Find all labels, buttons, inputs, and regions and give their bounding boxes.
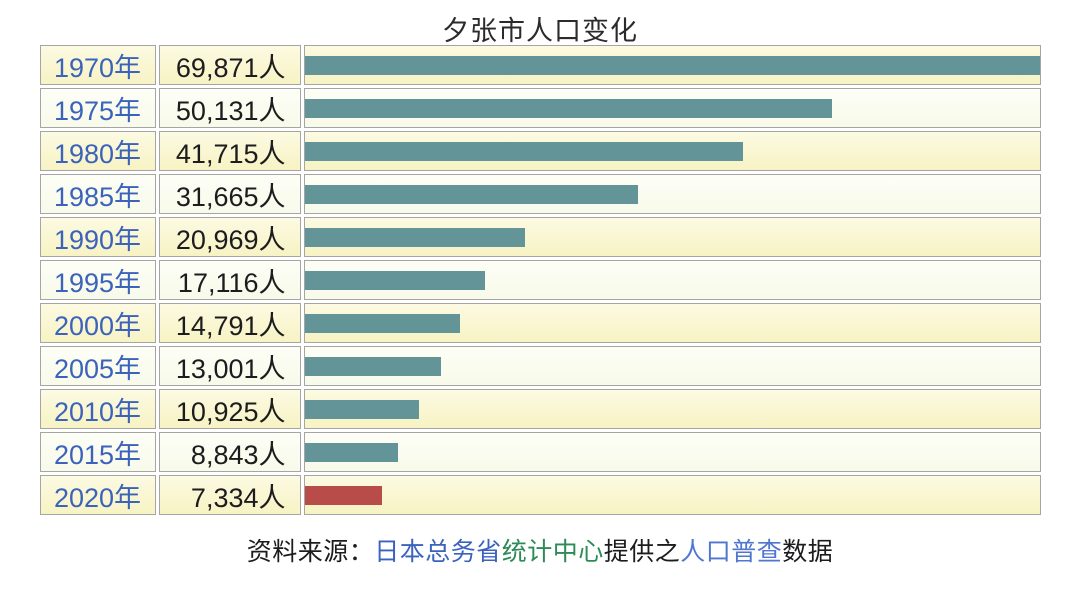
population-bar bbox=[304, 313, 461, 333]
population-value-cell: 10,925人 bbox=[158, 389, 301, 429]
year-cell: 1980年 bbox=[39, 131, 156, 171]
table-row: 1975年 50,131人 bbox=[39, 88, 1041, 128]
population-bar bbox=[304, 227, 526, 247]
year-cell: 2020年 bbox=[39, 475, 156, 515]
bar-cell bbox=[303, 88, 1041, 128]
population-bar bbox=[304, 442, 398, 462]
bar-cell bbox=[303, 303, 1041, 343]
table-row: 1970年 69,871人 bbox=[39, 45, 1041, 85]
population-value-cell: 14,791人 bbox=[158, 303, 301, 343]
population-bar bbox=[304, 184, 638, 204]
year-cell: 2005年 bbox=[39, 346, 156, 386]
year-cell: 1975年 bbox=[39, 88, 156, 128]
year-cell: 1985年 bbox=[39, 174, 156, 214]
table-row: 1990年 20,969人 bbox=[39, 217, 1041, 257]
bar-cell bbox=[303, 174, 1041, 214]
source-text: 资料来源： bbox=[246, 538, 375, 566]
population-bar bbox=[304, 55, 1040, 75]
population-value-cell: 8,843人 bbox=[158, 432, 301, 472]
bar-cell bbox=[303, 217, 1041, 257]
year-cell: 2015年 bbox=[39, 432, 156, 472]
population-value-cell: 7,334人 bbox=[158, 475, 301, 515]
table-row: 2020年 7,334人 bbox=[39, 475, 1041, 515]
source-link[interactable]: 统计中心 bbox=[501, 538, 604, 566]
table-row: 1985年 31,665人 bbox=[39, 174, 1041, 214]
table-row: 2010年 10,925人 bbox=[39, 389, 1041, 429]
bar-cell bbox=[303, 346, 1041, 386]
bar-cell bbox=[303, 432, 1041, 472]
population-bar bbox=[304, 141, 744, 161]
population-value-cell: 31,665人 bbox=[158, 174, 301, 214]
bar-cell bbox=[303, 131, 1041, 171]
source-link[interactable]: 人口普查 bbox=[680, 538, 783, 566]
year-cell: 2010年 bbox=[39, 389, 156, 429]
bar-cell bbox=[303, 260, 1041, 300]
population-value-cell: 20,969人 bbox=[158, 217, 301, 257]
population-bar bbox=[304, 270, 485, 290]
population-bar bbox=[304, 399, 420, 419]
table-row: 2005年 13,001人 bbox=[39, 346, 1041, 386]
population-value-cell: 17,116人 bbox=[158, 260, 301, 300]
bar-cell bbox=[303, 389, 1041, 429]
source-text: 提供之 bbox=[603, 538, 681, 566]
source-note: 资料来源：日本总务省统计中心提供之人口普查数据 bbox=[0, 515, 1080, 568]
population-bar bbox=[304, 98, 832, 118]
bar-cell bbox=[303, 45, 1041, 85]
year-cell: 2000年 bbox=[39, 303, 156, 343]
table-row: 2000年 14,791人 bbox=[39, 303, 1041, 343]
source-link[interactable]: 日本总务省 bbox=[374, 538, 502, 566]
population-value-cell: 69,871人 bbox=[158, 45, 301, 85]
population-value-cell: 13,001人 bbox=[158, 346, 301, 386]
year-cell: 1995年 bbox=[39, 260, 156, 300]
table-row: 1980年 41,715人 bbox=[39, 131, 1041, 171]
population-bar bbox=[304, 356, 442, 376]
year-cell: 1970年 bbox=[39, 45, 156, 85]
table-row: 2015年 8,843人 bbox=[39, 432, 1041, 472]
population-value-cell: 41,715人 bbox=[158, 131, 301, 171]
bar-cell bbox=[303, 475, 1041, 515]
population-table: 1970年 69,871人 1975年 50,131人 1980年 41,715人 1985… bbox=[39, 45, 1041, 515]
population-value-cell: 50,131人 bbox=[158, 88, 301, 128]
year-cell: 1990年 bbox=[39, 217, 156, 257]
table-row: 1995年 17,116人 bbox=[39, 260, 1041, 300]
chart-title: 夕张市人口变化 bbox=[442, 16, 638, 46]
population-bar bbox=[304, 485, 382, 505]
source-text: 数据 bbox=[782, 538, 834, 566]
